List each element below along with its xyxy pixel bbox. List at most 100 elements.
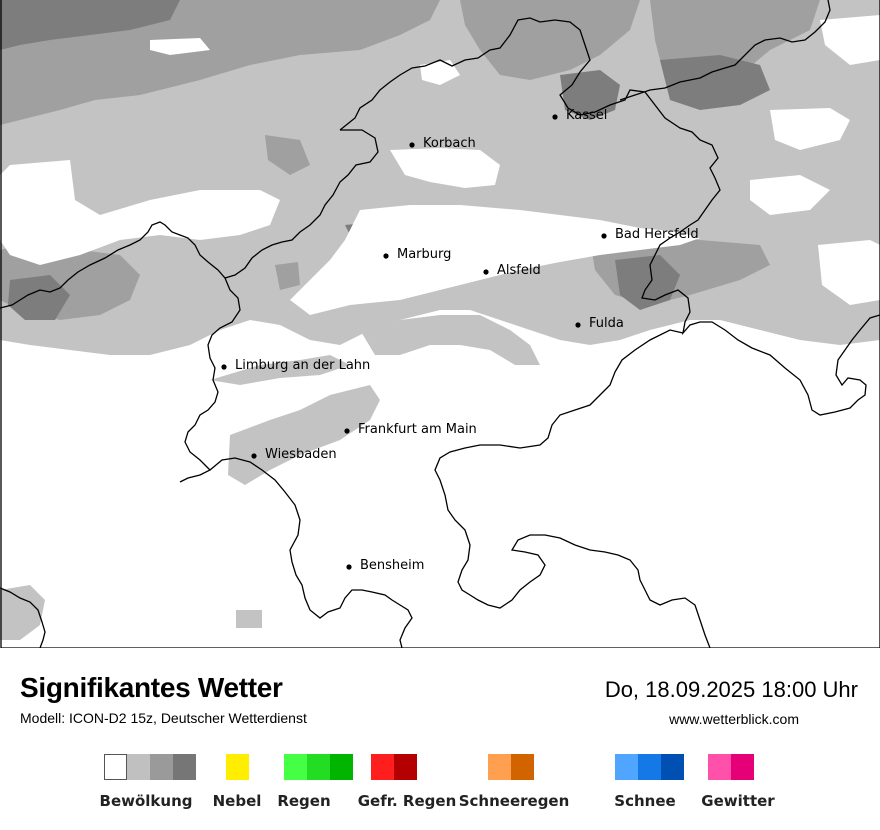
legend-swatch: [307, 754, 330, 780]
cloud-dark-area: [8, 275, 70, 320]
city-label: Marburg: [397, 247, 451, 262]
cloud-light-area: [360, 315, 540, 365]
city-marker: Korbach: [409, 136, 476, 151]
legend-swatches: [615, 754, 684, 782]
border-line: [0, 129, 379, 309]
model-info: Modell: ICON-D2 15z, Deutscher Wetterdie…: [20, 710, 307, 726]
legend-swatch: [104, 754, 127, 780]
border-line: [209, 457, 413, 648]
legend-swatch: [708, 754, 731, 780]
legend-label: Bewölkung: [99, 792, 193, 810]
clear-sky-area: [390, 148, 500, 188]
legend-swatch: [226, 754, 249, 780]
cloud-dark-area: [660, 55, 770, 110]
border-line: [0, 0, 880, 648]
legend-label: Schneeregen: [458, 792, 570, 810]
city-dot: [575, 322, 581, 328]
border-line: [0, 587, 46, 648]
legend: Bewölkung Nebel Regen Gefr. Regen Schneerege…: [0, 754, 880, 814]
cloud-medium-area: [275, 262, 300, 290]
city-marker: Kassel: [552, 108, 607, 123]
state-borders: [0, 0, 880, 648]
legend-label: Gewitter: [701, 792, 775, 810]
legend-label: Gefr. Regen: [357, 792, 457, 810]
clear-sky-area: [290, 205, 700, 315]
map-canvas: Kassel Korbach Bad Hersfeld Marburg Alsfeld F…: [0, 0, 880, 648]
city-label: Korbach: [423, 136, 476, 151]
city-label: Frankfurt am Main: [358, 422, 477, 437]
legend-swatch: [394, 754, 417, 780]
legend-swatch: [511, 754, 534, 780]
legend-swatches: [226, 754, 249, 782]
city-marker: Bensheim: [346, 558, 424, 573]
city-dot: [552, 114, 558, 120]
legend-swatches: [284, 754, 353, 782]
city-marker: Wiesbaden: [251, 447, 337, 462]
city-dot: [344, 428, 350, 434]
clear-sky-area: [0, 160, 280, 265]
city-marker: Bad Hersfeld: [601, 227, 699, 242]
border-line: [339, 17, 880, 416]
legend-swatch: [330, 754, 353, 780]
city-dot: [251, 453, 257, 459]
legend-label: Regen: [277, 792, 331, 810]
map-footer: Signifikantes Wetter Modell: ICON-D2 15z…: [0, 648, 880, 830]
legend-swatch: [173, 754, 196, 780]
cloud-cover-layer: [0, 0, 880, 640]
city-layer: Kassel Korbach Bad Hersfeld Marburg Alsfeld F…: [221, 108, 699, 573]
clear-sky-area: [818, 240, 880, 305]
city-label: Alsfeld: [497, 263, 541, 278]
clear-sky-area: [420, 60, 460, 85]
city-marker: Frankfurt am Main: [344, 422, 477, 437]
border-line: [619, 0, 831, 101]
city-dot: [346, 564, 352, 570]
legend-swatch: [150, 754, 173, 780]
city-dot: [221, 364, 227, 370]
legend-swatches: [488, 754, 534, 782]
map-title: Signifikantes Wetter: [20, 672, 283, 703]
cloud-dark-area: [0, 0, 180, 50]
border-line: [179, 277, 241, 483]
legend-swatches: [104, 754, 196, 782]
cloud-light-area: [228, 385, 380, 485]
clear-sky-area: [820, 15, 880, 65]
legend-swatch: [638, 754, 661, 780]
legend-label: Schnee: [614, 792, 676, 810]
legend-swatch: [371, 754, 394, 780]
city-marker: Fulda: [575, 316, 624, 331]
city-label: Limburg an der Lahn: [235, 358, 370, 373]
clear-sky-area: [750, 175, 830, 215]
cloud-light-area: [236, 610, 262, 628]
city-label: Fulda: [589, 316, 624, 331]
legend-swatch: [284, 754, 307, 780]
legend-label: Nebel: [212, 792, 262, 810]
city-marker: Limburg an der Lahn: [221, 358, 370, 373]
cloud-light-area: [0, 585, 45, 640]
cloud-light-area: [210, 355, 350, 385]
legend-swatch: [731, 754, 754, 780]
city-dot: [483, 269, 489, 275]
cloud-medium-area: [460, 0, 640, 80]
city-dot: [409, 142, 415, 148]
forecast-datetime: Do, 18.09.2025 18:00 Uhr: [604, 677, 858, 702]
city-marker: Marburg: [383, 247, 451, 262]
legend-swatch: [488, 754, 511, 780]
weather-map: Kassel Korbach Bad Hersfeld Marburg Alsfeld F…: [0, 0, 880, 648]
clear-sky-area: [150, 38, 210, 55]
city-label: Kassel: [566, 108, 607, 123]
legend-swatch: [615, 754, 638, 780]
website-link[interactable]: www.wetterblick.com: [669, 711, 799, 727]
legend-swatch: [127, 754, 150, 780]
city-marker: Alsfeld: [483, 263, 541, 278]
city-dot: [383, 253, 389, 259]
cloud-medium-area: [265, 135, 310, 175]
legend-swatches: [708, 754, 754, 782]
border-line: [434, 329, 711, 648]
city-label: Bad Hersfeld: [615, 227, 699, 242]
city-label: Wiesbaden: [265, 447, 337, 462]
city-label: Bensheim: [360, 558, 424, 573]
legend-swatch: [661, 754, 684, 780]
clear-sky-area: [770, 108, 850, 150]
city-dot: [601, 233, 607, 239]
legend-swatches: [371, 754, 417, 782]
